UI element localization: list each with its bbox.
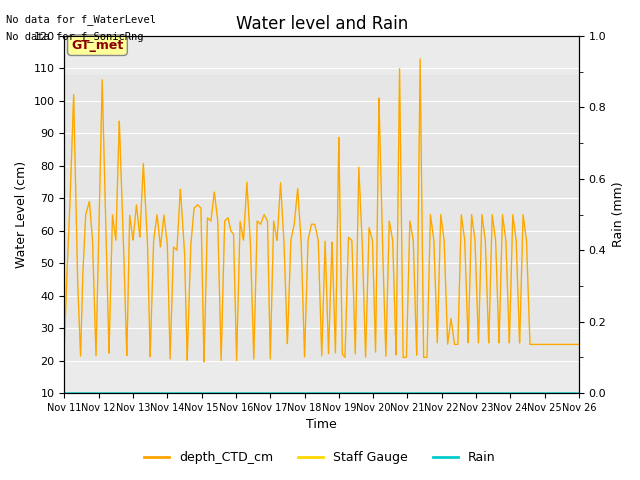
X-axis label: Time: Time [307,419,337,432]
Title: Water level and Rain: Water level and Rain [236,15,408,33]
Legend: depth_CTD_cm, Staff Gauge, Rain: depth_CTD_cm, Staff Gauge, Rain [140,446,500,469]
Bar [65,75,579,360]
Text: GT_met: GT_met [71,39,124,52]
Text: No data for f_WaterLevel: No data for f_WaterLevel [6,14,156,25]
Text: No data for f_SonicRng: No data for f_SonicRng [6,31,144,42]
Y-axis label: Water Level (cm): Water Level (cm) [15,161,28,268]
Y-axis label: Rain (mm): Rain (mm) [612,182,625,247]
